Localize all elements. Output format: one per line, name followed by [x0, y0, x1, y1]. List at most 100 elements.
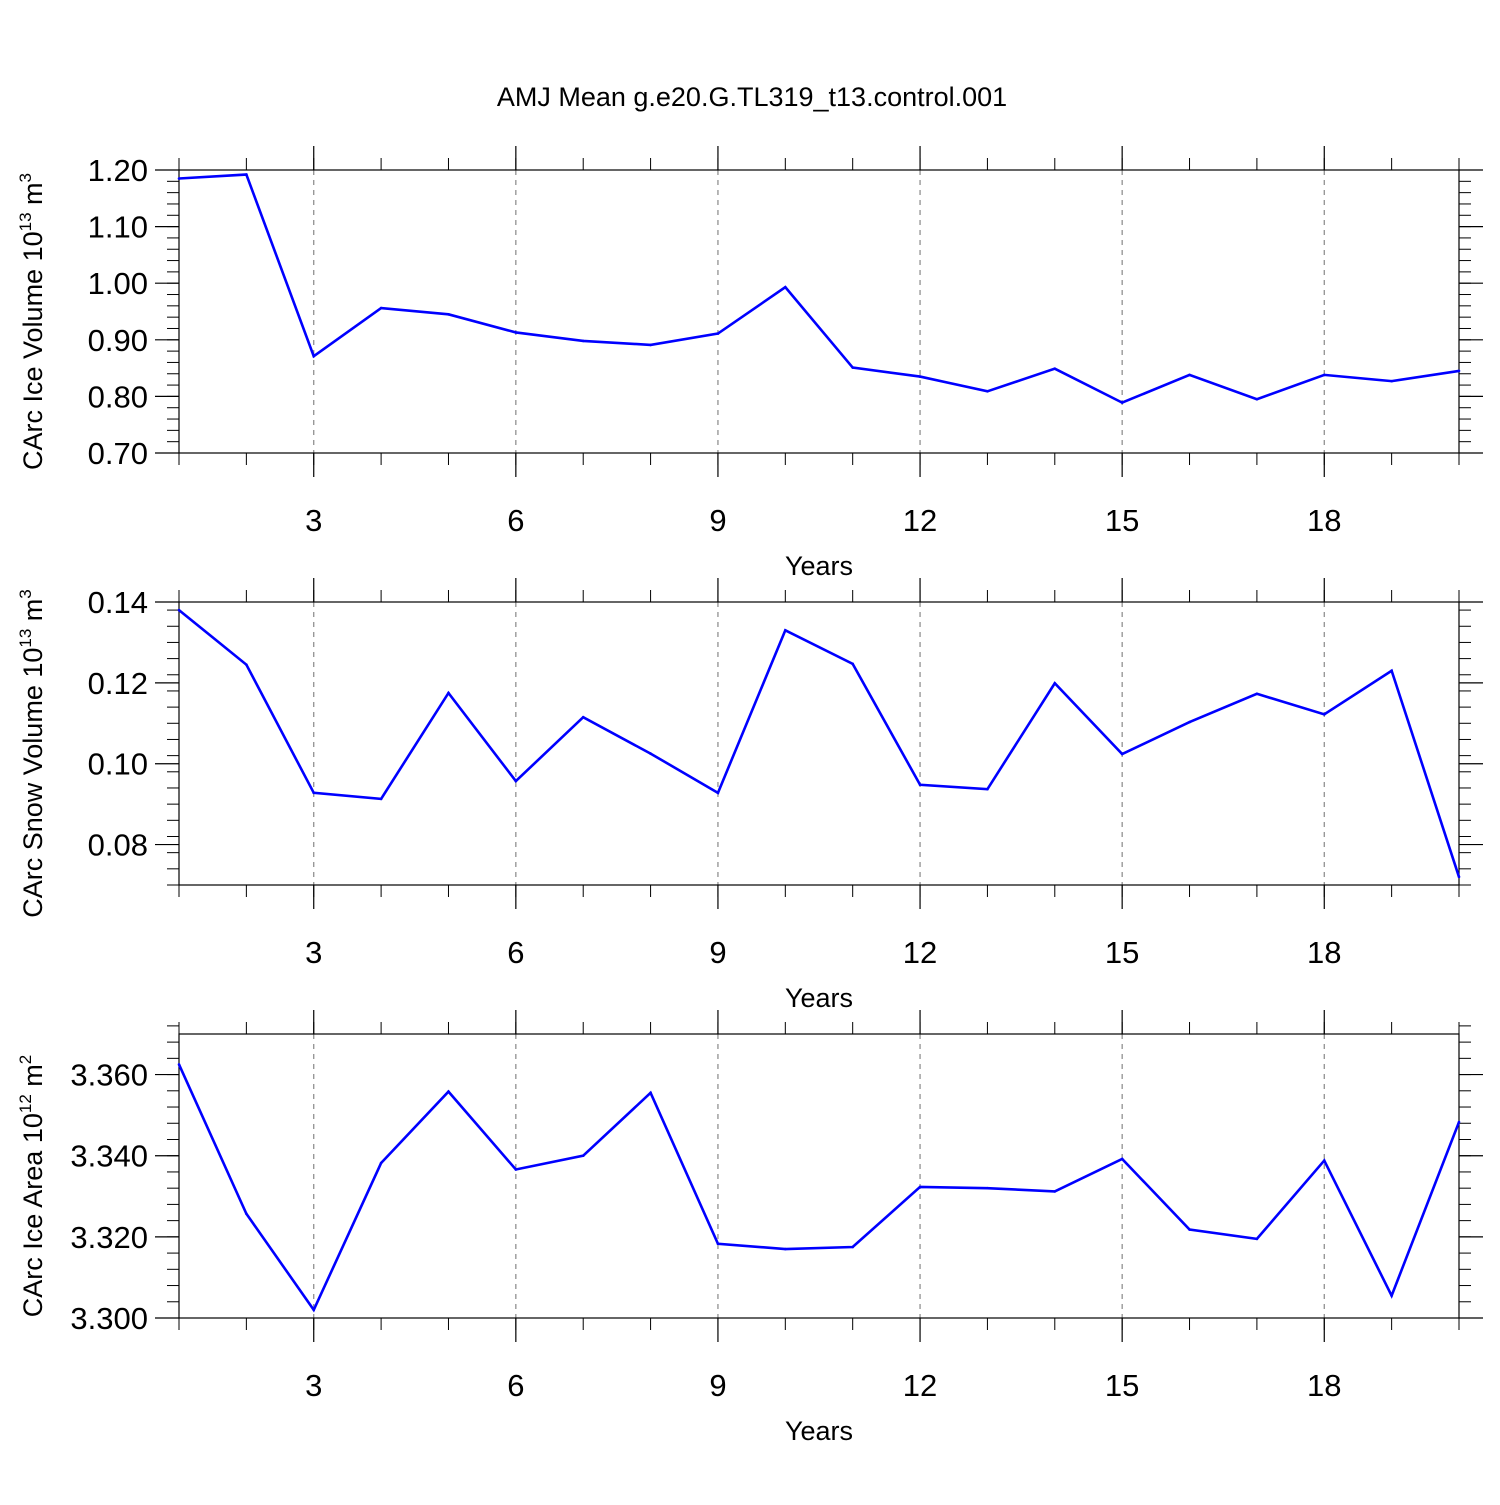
y-axis-label-unit: m	[18, 599, 48, 629]
data-point	[312, 791, 316, 795]
data-point	[514, 779, 518, 783]
data-point	[312, 1308, 316, 1312]
y-axis-label-exponent: 12	[16, 1094, 35, 1113]
data-point	[379, 306, 383, 310]
x-tick-label: 15	[1105, 935, 1139, 970]
data-point	[245, 1212, 248, 1216]
data-point	[581, 1154, 585, 1158]
plot-frame	[178, 1033, 1460, 1319]
y-axis-label-unit-exponent: 3	[16, 589, 35, 598]
chart-panel-2: 3 6 9 12 15 18 0.08 0.10 0.12 0.14 Years CArc Snow …	[16, 578, 1483, 1013]
data-point	[1120, 401, 1124, 404]
plot-frame	[178, 601, 1460, 886]
y-axis-label: CArc Ice Area 1012 m2	[16, 1055, 48, 1318]
data-point	[851, 366, 854, 369]
y-tick-label: 0.80	[88, 379, 148, 414]
data-point	[514, 331, 518, 334]
data-point	[1322, 1159, 1326, 1162]
y-tick-label: 3.320	[70, 1220, 148, 1255]
x-tick-label: 12	[903, 935, 937, 970]
data-point	[918, 783, 922, 787]
x-tick-label: 18	[1307, 1368, 1341, 1403]
data-point	[1457, 1120, 1461, 1124]
data-point	[1255, 397, 1259, 401]
data-point	[1390, 379, 1393, 383]
data-point	[581, 339, 585, 343]
y-axis-label: CArc Snow Volume 1013 m3	[16, 589, 48, 918]
data-point	[245, 173, 248, 176]
y-axis-label-exponent: 13	[16, 212, 35, 231]
data-point	[245, 663, 248, 666]
y-tick-label: 3.300	[70, 1301, 148, 1336]
y-axis-label-unit-exponent: 3	[16, 173, 35, 182]
x-tick-label: 15	[1105, 1368, 1139, 1403]
y-tick-label: 1.00	[88, 266, 148, 301]
series-line	[178, 173, 1460, 405]
data-point	[986, 787, 989, 791]
x-tick-label: 12	[903, 503, 937, 538]
data-point	[649, 1091, 652, 1095]
data-point	[1188, 1228, 1191, 1231]
chart-panel-3: 3 6 9 12 15 18 3.300 3.320 3.340 3.360 Years CArc I…	[16, 1010, 1483, 1446]
y-tick-label: 1.20	[88, 153, 148, 188]
data-point	[177, 1063, 181, 1066]
x-tick-label: 9	[709, 1368, 726, 1403]
x-tick-label: 3	[305, 503, 322, 538]
data-point	[177, 608, 181, 612]
y-tick-label: 3.360	[70, 1058, 148, 1093]
y-axis-label-main: CArc Ice Area 10	[18, 1113, 48, 1317]
y-tick-label: 3.340	[70, 1139, 148, 1174]
data-point	[447, 1090, 450, 1093]
data-point	[649, 343, 652, 347]
data-point	[1120, 752, 1124, 756]
data-point	[1053, 1190, 1057, 1193]
data-point	[312, 354, 316, 358]
y-axis-label-exponent: 13	[16, 629, 35, 648]
data-point	[918, 375, 922, 378]
y-tick-label: 0.90	[88, 323, 148, 358]
data-point	[177, 177, 181, 180]
y-axis-label-unit: m	[18, 1064, 48, 1094]
x-axis-label: Years	[785, 983, 853, 1013]
data-point	[716, 791, 720, 795]
y-tick-label: 0.08	[88, 828, 148, 863]
y-axis-label-unit-exponent: 2	[16, 1055, 35, 1064]
data-point	[1322, 713, 1326, 716]
data-point	[1390, 669, 1393, 673]
data-point	[1120, 1157, 1124, 1161]
x-axis-label: Years	[785, 1416, 853, 1446]
data-point	[1053, 367, 1057, 370]
y-axis-label: CArc Ice Volume 1013 m3	[16, 173, 48, 470]
data-point	[986, 390, 989, 393]
x-tick-label: 3	[305, 1368, 322, 1403]
data-point	[581, 715, 585, 719]
x-tick-label: 18	[1307, 935, 1341, 970]
data-point	[447, 691, 450, 695]
x-tick-label: 18	[1307, 503, 1341, 538]
x-tick-label: 6	[507, 1368, 524, 1403]
data-point	[784, 629, 787, 632]
y-axis-label-main: CArc Ice Volume 10	[18, 231, 48, 470]
data-point	[514, 1168, 518, 1171]
x-tick-label: 12	[903, 1368, 937, 1403]
data-point	[1390, 1294, 1393, 1297]
chart-title: AMJ Mean g.e20.G.TL319_t13.control.001	[497, 82, 1007, 112]
y-tick-label: 0.14	[88, 585, 148, 620]
data-point	[1457, 875, 1461, 879]
x-tick-label: 15	[1105, 503, 1139, 538]
x-tick-label: 6	[507, 503, 524, 538]
data-point	[1322, 373, 1326, 377]
x-axis-label: Years	[785, 551, 853, 581]
data-point	[716, 332, 720, 335]
data-point	[1255, 1237, 1259, 1241]
data-point	[1188, 373, 1191, 377]
data-point	[649, 752, 652, 755]
data-point	[851, 662, 854, 666]
x-tick-label: 3	[305, 935, 322, 970]
x-tick-label: 9	[709, 935, 726, 970]
data-point	[918, 1185, 922, 1189]
data-point	[716, 1242, 720, 1246]
data-point	[1188, 720, 1191, 724]
